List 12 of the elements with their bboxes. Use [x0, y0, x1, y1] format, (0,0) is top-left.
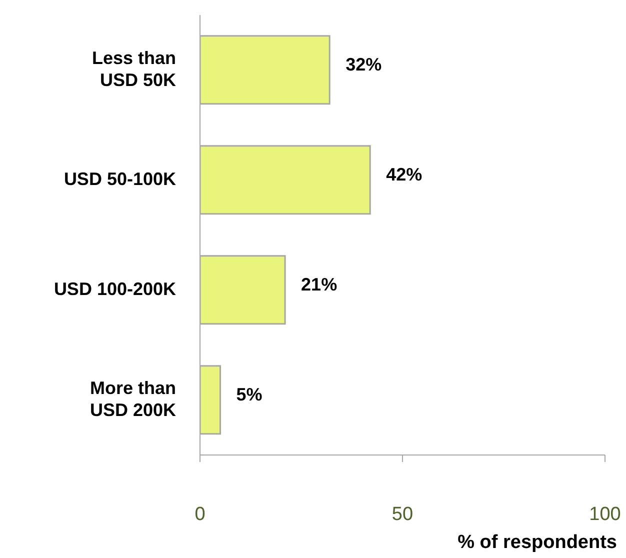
y-tick-label: USD 50-100K [64, 168, 176, 189]
y-tick-label: USD 100-200K [54, 278, 176, 299]
data-label: 42% [386, 164, 422, 185]
data-label: 21% [301, 274, 338, 295]
y-tick-label: More than USD 200K [90, 378, 176, 420]
y-tick-label: Less than USD 50K [92, 48, 176, 90]
data-label: 5% [236, 384, 262, 405]
x-axis-title: % of respondents [458, 532, 617, 553]
x-tick-label: 50 [392, 504, 414, 525]
x-tick-label: 0 [194, 504, 206, 525]
x-tick-label: 100 [589, 504, 621, 525]
data-label: 32% [346, 54, 382, 75]
